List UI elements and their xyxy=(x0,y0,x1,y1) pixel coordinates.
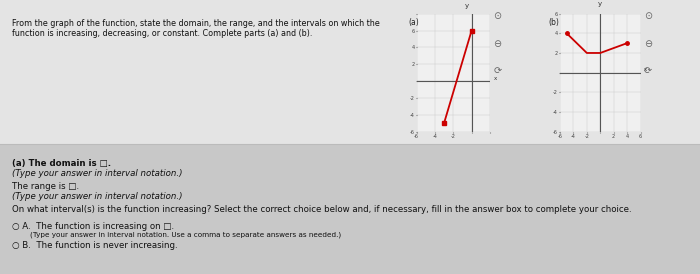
Text: The range is □.: The range is □. xyxy=(12,182,79,191)
Text: ⊖: ⊖ xyxy=(644,39,652,48)
Text: (b): (b) xyxy=(549,18,560,27)
Text: ⊖: ⊖ xyxy=(494,39,502,48)
Text: ⊙: ⊙ xyxy=(644,11,652,21)
Text: x: x xyxy=(494,76,497,81)
Text: ⊙: ⊙ xyxy=(494,11,502,21)
Text: y: y xyxy=(598,1,602,7)
Text: ⟳: ⟳ xyxy=(494,66,502,76)
Text: x: x xyxy=(644,67,647,72)
Text: On what interval(s) is the function increasing? Select the correct choice below : On what interval(s) is the function incr… xyxy=(12,205,631,214)
Text: (a) The domain is □.: (a) The domain is □. xyxy=(12,159,111,168)
Text: y: y xyxy=(465,4,469,10)
Text: ○ A.  The function is increasing on □.: ○ A. The function is increasing on □. xyxy=(12,222,174,231)
Text: (Type your answer in interval notation.): (Type your answer in interval notation.) xyxy=(12,169,183,178)
Text: ⟳: ⟳ xyxy=(644,66,652,76)
Text: (Type your answer in interval notation.): (Type your answer in interval notation.) xyxy=(12,192,183,201)
Text: ○ B.  The function is never increasing.: ○ B. The function is never increasing. xyxy=(12,241,178,250)
Text: (Type your answer in interval notation. Use a comma to separate answers as neede: (Type your answer in interval notation. … xyxy=(30,231,341,238)
Text: function is increasing, decreasing, or constant. Complete parts (a) and (b).: function is increasing, decreasing, or c… xyxy=(12,29,312,38)
Text: From the graph of the function, state the domain, the range, and the intervals o: From the graph of the function, state th… xyxy=(12,19,379,28)
Text: (a): (a) xyxy=(408,18,419,27)
Bar xyxy=(0,0,700,144)
